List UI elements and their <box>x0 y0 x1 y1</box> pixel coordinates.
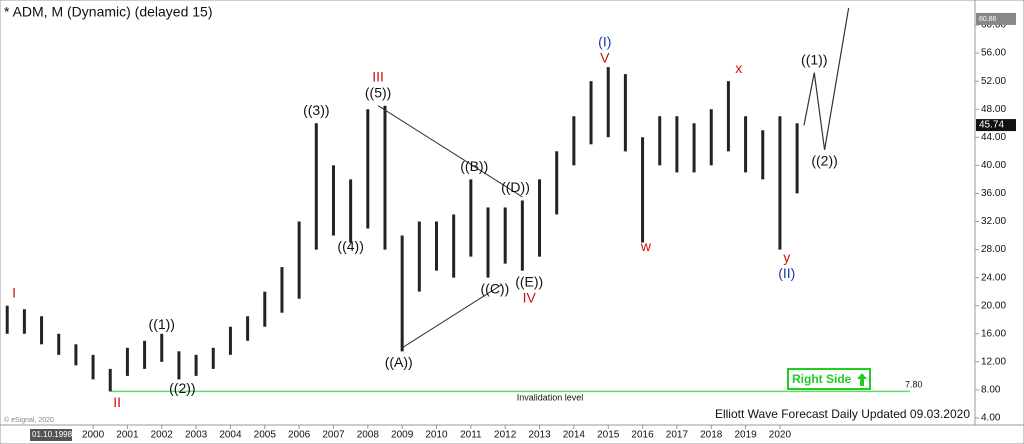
y-tick-label: 32.00 <box>981 216 1006 227</box>
wave-label: ((1)) <box>149 316 175 332</box>
x-tick-label: 2011 <box>460 430 482 441</box>
wave-label: ((E)) <box>515 273 543 289</box>
badge <box>787 368 871 390</box>
x-tick-label: 2002 <box>151 430 174 441</box>
wave-label: III <box>372 68 384 84</box>
y-tick-label: 52.00 <box>981 76 1006 87</box>
y-tick-label: 40.00 <box>981 160 1006 171</box>
x-tick-label: 2007 <box>322 430 345 441</box>
x-tick-label: 2010 <box>425 430 448 441</box>
y-tick-label: 36.00 <box>981 188 1006 199</box>
x-tick-label: 2006 <box>288 430 311 441</box>
y-tick-label: 56.00 <box>981 48 1006 59</box>
wave-label: I <box>12 284 16 300</box>
y-tick-label: 20.00 <box>981 300 1006 311</box>
wave-label: ((B)) <box>460 158 488 174</box>
x-tick-label: 2020 <box>769 430 792 441</box>
trendline <box>401 284 503 349</box>
y-tick-label: 8.00 <box>981 385 1001 396</box>
wave-label: (I) <box>598 33 611 49</box>
x-tick-label: 2000 <box>82 430 105 441</box>
wave-label: IV <box>523 289 537 305</box>
start-label: 01.10.1998 <box>32 430 73 439</box>
badge-arrow <box>857 373 867 386</box>
projection-line <box>803 8 850 151</box>
y-tick-label: 60.00 <box>981 20 1006 31</box>
wave-label: ((D)) <box>501 179 530 195</box>
wave-label: ((1)) <box>801 51 827 67</box>
wave-label: ((5)) <box>365 84 391 100</box>
x-tick-label: 2005 <box>254 430 277 441</box>
copyright: © eSignal, 2020 <box>4 416 54 424</box>
y-tick-label: 12.00 <box>981 356 1006 367</box>
wave-label: ((C)) <box>481 280 510 296</box>
wave-label: V <box>600 49 610 65</box>
y-tick-label: 16.00 <box>981 328 1006 339</box>
wave-label: ((2)) <box>811 153 837 169</box>
wave-label: ((4)) <box>337 238 363 254</box>
x-tick-label: 2004 <box>219 430 242 441</box>
wave-label: w <box>640 238 652 254</box>
price-tag-label: 45.74 <box>979 120 1004 131</box>
badge-text: Right Side <box>792 372 852 386</box>
wave-label: (II) <box>778 265 795 281</box>
invalidation-text: Invalidation level <box>517 393 584 403</box>
wave-label: x <box>735 60 742 76</box>
x-tick-label: 2013 <box>528 430 551 441</box>
chart-title: * ADM, M (Dynamic) (delayed 15) <box>4 4 213 20</box>
x-tick-label: 2014 <box>563 430 586 441</box>
x-tick-label: 2012 <box>494 430 517 441</box>
price-tag-label: 60.86 <box>979 16 997 23</box>
price-tag <box>976 12 1016 25</box>
x-tick-label: 2019 <box>734 430 757 441</box>
wave-label: II <box>113 394 121 410</box>
x-tick-label: 2016 <box>631 430 654 441</box>
x-tick-label: 2008 <box>357 430 380 441</box>
x-tick-label: 2003 <box>185 430 208 441</box>
wave-label: ((2)) <box>169 380 195 396</box>
x-tick-label: 2015 <box>597 430 620 441</box>
wave-label: y <box>783 249 790 265</box>
price-tag <box>976 119 1016 132</box>
x-tick-label: 2009 <box>391 430 414 441</box>
x-tick-label: 2017 <box>666 430 689 441</box>
y-tick-label: 24.00 <box>981 272 1006 283</box>
footer: Elliott Wave Forecast Daily Updated 09.0… <box>715 407 970 421</box>
start-tag <box>30 429 72 441</box>
wave-label: ((A)) <box>385 354 413 370</box>
wave-label: ((3)) <box>303 102 329 118</box>
invalidation-label: 7.80 <box>905 380 923 390</box>
y-tick-label: 28.00 <box>981 244 1006 255</box>
trendline <box>377 105 523 198</box>
x-tick-label: 2001 <box>116 430 139 441</box>
y-tick-label: 48.00 <box>981 104 1006 115</box>
y-tick-label: 44.00 <box>981 132 1006 143</box>
y-tick-label: 4.00 <box>981 413 1001 424</box>
x-tick-label: 2018 <box>700 430 723 441</box>
